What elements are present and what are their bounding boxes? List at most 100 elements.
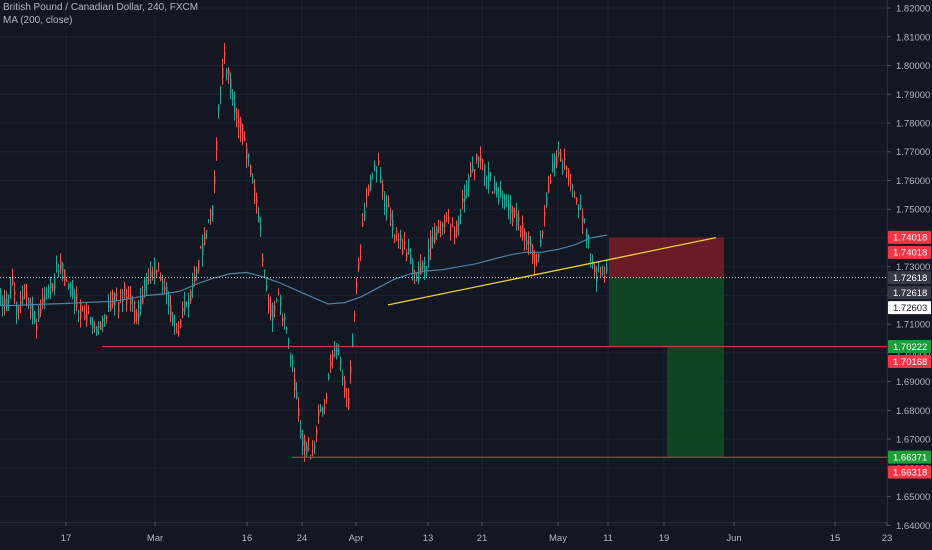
candle-body xyxy=(90,317,92,325)
candle-body xyxy=(446,217,448,220)
candle-body xyxy=(62,263,64,271)
candle-body xyxy=(120,291,122,293)
candle-body xyxy=(16,305,18,315)
candle-body xyxy=(224,51,226,57)
candle-body xyxy=(464,195,466,202)
candle-body xyxy=(594,265,596,273)
candle-body xyxy=(24,286,26,289)
candle-body xyxy=(534,254,536,264)
candle-body xyxy=(490,174,492,176)
candle-body xyxy=(590,256,592,258)
candle-body xyxy=(276,300,278,302)
candle-body xyxy=(46,297,48,300)
candle-body xyxy=(216,141,218,151)
candle-body xyxy=(322,407,324,414)
candle-body xyxy=(600,267,602,269)
candle-body xyxy=(386,205,388,210)
candle-body xyxy=(394,236,396,239)
price-tick-label: 1.64000 xyxy=(896,521,930,532)
candle-body xyxy=(226,69,228,74)
candle-body xyxy=(502,194,504,200)
candle-body xyxy=(78,311,80,313)
candle-body xyxy=(248,153,250,158)
candle-body xyxy=(58,270,60,273)
candle-body xyxy=(402,249,404,254)
candle-body xyxy=(134,309,136,322)
price-tick-label: 1.70000 xyxy=(896,348,930,359)
overlays xyxy=(0,234,887,458)
candle-body xyxy=(0,289,2,296)
candle-body xyxy=(482,159,484,164)
candle-body xyxy=(280,297,282,307)
candle-body xyxy=(86,312,88,322)
candle-body xyxy=(340,358,342,365)
candle-body xyxy=(98,325,100,328)
candle-body xyxy=(254,187,256,197)
candle-body xyxy=(494,183,496,192)
candle-body xyxy=(84,314,86,320)
price-label-red: 1.66318 xyxy=(893,467,927,478)
candle-body xyxy=(202,243,204,255)
candle-body xyxy=(54,277,56,289)
price-tick-label: 1.76000 xyxy=(896,176,930,187)
candle-body xyxy=(542,232,544,234)
price-label-red-bg xyxy=(888,245,931,259)
candle-body xyxy=(296,391,298,398)
candle-body xyxy=(456,221,458,233)
candle-body xyxy=(352,335,354,347)
stop-loss-zone xyxy=(609,237,724,278)
candle-body xyxy=(218,105,220,112)
candle-body xyxy=(80,302,82,319)
candle-body xyxy=(350,366,352,373)
candle-body xyxy=(478,156,480,163)
price-tick-label: 1.75000 xyxy=(896,205,930,216)
candle-body xyxy=(112,292,114,306)
candle-body xyxy=(472,166,474,171)
candle-body xyxy=(484,164,486,177)
time-tick-label: Jun xyxy=(726,533,741,544)
candle-body xyxy=(470,169,472,177)
candle-body xyxy=(194,275,196,282)
candle-body xyxy=(36,325,38,331)
candle-body xyxy=(304,439,306,452)
candle-body xyxy=(588,235,590,240)
candle-body xyxy=(166,287,168,294)
candle-body xyxy=(300,431,302,437)
candle-body xyxy=(582,215,584,223)
price-axis[interactable]: 1.82000 1.81000 1.80000 1.79000 1.78000 1.770… xyxy=(887,0,932,550)
candle-body xyxy=(454,230,456,237)
candle-body xyxy=(554,156,556,167)
price-label-dark: 1.72618 xyxy=(893,288,927,299)
candle-body xyxy=(208,219,210,221)
candle-body xyxy=(60,260,62,270)
candle-body xyxy=(412,260,414,273)
time-tick-label: 16 xyxy=(242,533,253,544)
candle-body xyxy=(284,317,286,320)
candle-body xyxy=(316,429,318,435)
candle-body xyxy=(176,330,178,334)
candle-body xyxy=(382,184,384,192)
candle-body xyxy=(52,284,54,291)
time-axis[interactable]: 17 Mar 16 24 Apr 13 21 May 11 19 Jun 15 23 xyxy=(0,522,892,544)
candle-body xyxy=(110,301,112,311)
indicator-label[interactable]: MA (200, close) xyxy=(3,15,73,26)
candle-body xyxy=(438,226,440,233)
candle-body xyxy=(526,240,528,245)
candle-body xyxy=(328,374,330,380)
candle-body xyxy=(162,281,164,284)
candle-body xyxy=(558,151,560,154)
candle-body xyxy=(312,448,314,450)
candle-body xyxy=(536,259,538,264)
candle-body xyxy=(546,196,548,206)
candle-body xyxy=(232,94,234,100)
candle-body xyxy=(474,169,476,172)
candle-body xyxy=(540,239,542,246)
candle-body xyxy=(182,307,184,312)
candle-body xyxy=(274,305,276,311)
trendline xyxy=(387,237,717,306)
candle-body xyxy=(468,176,470,189)
candle-body xyxy=(236,111,238,119)
moving-average-line xyxy=(0,234,608,307)
price-label-dark-bg xyxy=(888,286,931,300)
